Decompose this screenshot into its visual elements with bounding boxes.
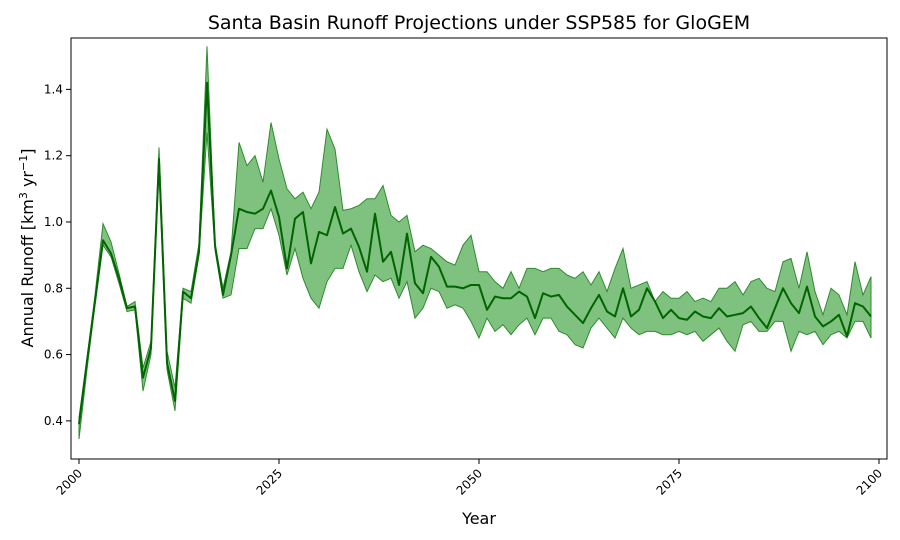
y-tick-label: 0.4 [44,414,63,428]
y-tick-label: 1.2 [44,149,63,163]
y-tick-label: 1.4 [44,82,63,96]
y-tick-label: 0.6 [44,348,63,362]
mean-runoff-line [78,81,872,425]
y-axis-label: Annual Runoff [km3 yr−1] [17,149,37,348]
y-axis-label-sup2: −1 [17,155,30,171]
y-axis-label-main: Annual Runoff [km [18,199,37,347]
y-axis-label-mid: yr [18,171,37,193]
x-axis-label: Year [461,509,496,528]
y-axis: 0.4 0.6 0.8 1.0 1.2 1.4 [44,82,71,428]
chart-title: Santa Basin Runoff Projections under SSP… [208,12,750,34]
y-tick-label: 0.8 [44,281,63,295]
uncertainty-band [78,46,872,440]
y-tick-label: 1.0 [44,215,63,229]
plot-area [78,46,872,440]
y-axis-label-sup1: 3 [17,192,30,199]
y-axis-label-end: ] [18,149,37,155]
